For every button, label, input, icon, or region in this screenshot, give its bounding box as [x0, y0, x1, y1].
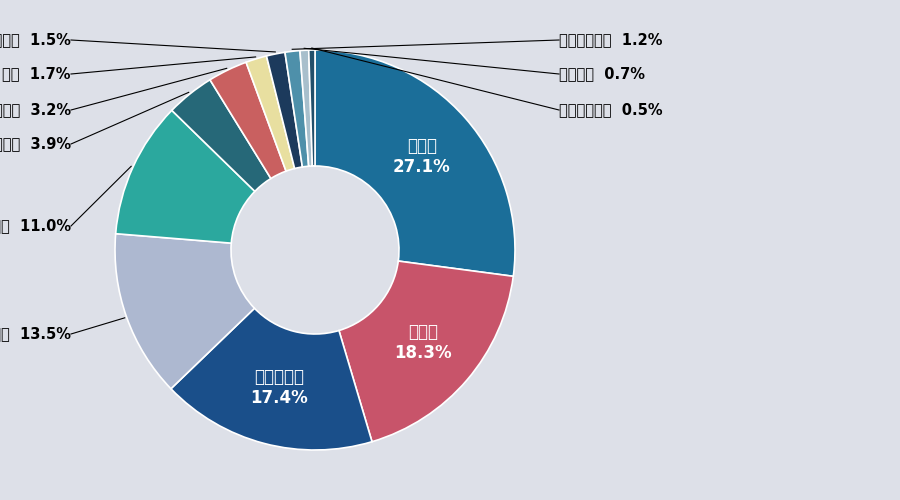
Wedge shape	[339, 261, 513, 442]
Text: 不動産業  0.7%: 不動産業 0.7%	[559, 66, 645, 82]
Wedge shape	[246, 56, 294, 171]
Text: 金融・保険業  0.5%: 金融・保険業 0.5%	[559, 102, 662, 118]
Text: 教員  1.7%: 教員 1.7%	[3, 66, 71, 82]
Text: 大学院進学
17.4%: 大学院進学 17.4%	[250, 368, 308, 406]
Text: 情報通信業  13.5%: 情報通信業 13.5%	[0, 326, 71, 342]
Wedge shape	[116, 110, 255, 243]
Wedge shape	[309, 50, 315, 166]
Wedge shape	[266, 52, 302, 168]
Text: 電気・ガス・水道業  1.5%: 電気・ガス・水道業 1.5%	[0, 32, 71, 48]
Wedge shape	[300, 50, 312, 166]
Wedge shape	[285, 50, 309, 167]
Wedge shape	[171, 308, 372, 450]
Text: 建設業
18.3%: 建設業 18.3%	[394, 323, 452, 362]
Text: 運輸・郵便業  1.2%: 運輸・郵便業 1.2%	[559, 32, 662, 48]
Text: 公務員  3.9%: 公務員 3.9%	[0, 136, 71, 152]
Text: 製造業
27.1%: 製造業 27.1%	[393, 137, 451, 176]
Wedge shape	[315, 50, 515, 276]
Wedge shape	[172, 80, 271, 192]
Wedge shape	[210, 62, 286, 178]
Text: 卸売業・小売業  3.2%: 卸売業・小売業 3.2%	[0, 102, 71, 118]
Wedge shape	[115, 234, 255, 388]
Text: サービス業  11.0%: サービス業 11.0%	[0, 218, 71, 234]
